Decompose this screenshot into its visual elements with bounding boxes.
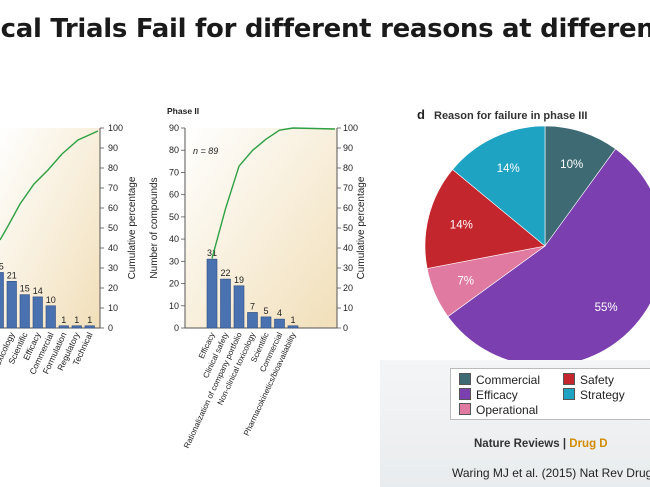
y2-tick-label: 0 — [343, 323, 348, 333]
bar — [45, 305, 56, 329]
sample-size-label: n = 89 — [193, 146, 218, 156]
y-tick-label: 40 — [169, 234, 179, 244]
y-tick-label: 70 — [169, 167, 179, 177]
bar — [247, 312, 258, 329]
bar — [287, 325, 299, 329]
y-tick-label: 60 — [169, 190, 179, 200]
chart-title: Phase II — [167, 106, 199, 116]
pie-slice-commercial — [544, 125, 616, 247]
y2-tick-label: 50 — [343, 223, 353, 233]
bar — [0, 272, 4, 329]
pie-slice-efficacy — [447, 148, 650, 360]
y2-tick-label: 50 — [108, 223, 118, 233]
y2-tick-label: 10 — [343, 303, 353, 313]
bar — [19, 294, 30, 329]
legend-swatch — [563, 388, 575, 400]
y2-tick-label: 20 — [343, 283, 353, 293]
bar — [260, 316, 272, 329]
bar-value-label: 4 — [277, 308, 282, 318]
legend-item-operational: Operational — [459, 403, 538, 417]
legend-item-commercial: Commercial — [459, 373, 540, 387]
bar-value-label: 7 — [250, 301, 255, 311]
y-tick-label: 30 — [169, 256, 179, 266]
bar — [233, 285, 245, 329]
y2-tick-label: 60 — [343, 203, 353, 213]
y-tick-label: 90 — [169, 123, 179, 133]
legend-item-strategy: Strategy — [563, 388, 625, 402]
bar — [58, 325, 69, 329]
pie-slice-label: 14% — [450, 220, 473, 232]
bar — [206, 258, 218, 329]
legend-item-safety: Safety — [563, 373, 614, 387]
bar — [6, 281, 17, 329]
y-tick-label: 80 — [169, 145, 179, 155]
y2-tick-label: 20 — [108, 283, 118, 293]
legend-item-efficacy: Efficacy — [459, 388, 518, 402]
y2-tick-label: 80 — [108, 163, 118, 173]
pie-slice-label: 7% — [457, 275, 474, 287]
y2-tick-label: 90 — [343, 143, 353, 153]
cumulative-line — [211, 127, 336, 259]
bar-value-label: 19 — [234, 275, 244, 285]
y2-tick-label: 0 — [108, 323, 113, 333]
journal-credit: Nature Reviews | Drug D — [474, 438, 608, 450]
bar — [71, 325, 82, 329]
y-tick-label: 0 — [174, 323, 179, 333]
bar — [274, 318, 285, 329]
y2-tick-label: 80 — [343, 163, 353, 173]
y2-tick-label: 70 — [343, 183, 353, 193]
bar-value-label: 1 — [74, 315, 79, 325]
bar-value-label: 21 — [7, 270, 17, 280]
legend-swatch — [459, 388, 471, 400]
legend-swatch — [459, 373, 471, 385]
citation: Waring MJ et al. (2015) Nat Rev Drug Dis — [452, 466, 650, 480]
bar-value-label: 22 — [220, 268, 230, 278]
pie-legend: Commercial Safety Efficacy Strategy Oper… — [450, 368, 650, 420]
y2-tick-label: 30 — [108, 263, 118, 273]
pie-slice-label: 14% — [497, 163, 520, 175]
slide-title: ical Trials Fail for different reasons a… — [0, 14, 650, 44]
cumulative-line — [0, 130, 99, 241]
bar-value-label: 10 — [46, 295, 56, 305]
bar-value-label: 25 — [0, 261, 4, 271]
legend-swatch — [459, 403, 471, 415]
y2-tick-label: 70 — [108, 183, 118, 193]
y2-tick-label: 40 — [108, 243, 118, 253]
pie-slice-label: 10% — [560, 159, 583, 171]
y-tick-label: 20 — [169, 279, 179, 289]
legend-swatch — [563, 373, 575, 385]
y2-tick-label: 100 — [343, 123, 358, 133]
y2-axis-label: Cumulative percentage — [356, 176, 367, 279]
y2-tick-label: 60 — [108, 203, 118, 213]
y2-tick-label: 90 — [108, 143, 118, 153]
phase-i-bar-chart: 2521Toxicology15Scientific14Efficacy10Co… — [0, 123, 138, 376]
panel-letter: d — [417, 107, 425, 122]
y2-tick-label: 10 — [108, 303, 118, 313]
y2-tick-label: 100 — [108, 123, 123, 133]
bar — [32, 296, 43, 329]
pie-slice-label: 55% — [595, 302, 618, 314]
bar-value-label: 1 — [290, 315, 295, 325]
bar-value-label: 14 — [33, 286, 43, 296]
phase-iii-pie-chart: d Reason for failure in phase III 10% 55%… — [417, 107, 650, 360]
bar-value-label: 5 — [263, 306, 268, 316]
y2-tick-label: 40 — [343, 243, 353, 253]
bar-value-label: 1 — [87, 315, 92, 325]
y-tick-label: 10 — [169, 301, 179, 311]
bar — [220, 278, 231, 329]
bar — [84, 325, 95, 329]
y-axis-label: Number of compounds — [149, 177, 160, 278]
pie-slice-safety — [424, 169, 546, 269]
pie-title: Reason for failure in phase III — [434, 110, 587, 122]
y-tick-label: 50 — [169, 212, 179, 222]
pie-slice-strategy — [452, 125, 546, 247]
bar-value-label: 15 — [20, 284, 30, 294]
bar-value-label: 1 — [61, 315, 66, 325]
y2-axis-label: Cumulative percentage — [127, 176, 138, 279]
bar-value-label: 31 — [207, 248, 217, 258]
y2-tick-label: 30 — [343, 263, 353, 273]
